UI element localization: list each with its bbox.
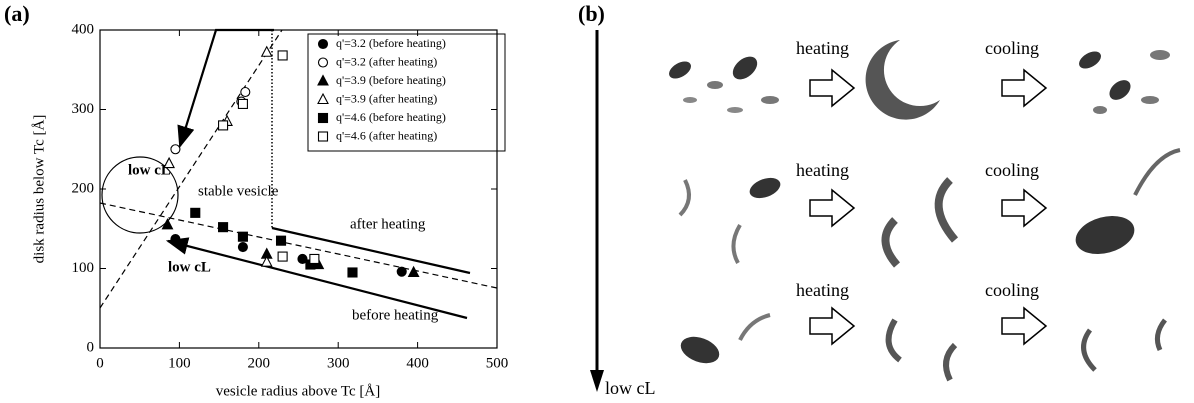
step-label: cooling (985, 38, 1039, 58)
y-axis-label: disk radius below Tc [Å] (31, 115, 47, 264)
legend-label: q'=3.2 (before heating) (336, 36, 446, 50)
point (396, 266, 407, 277)
x-tick-label: 200 (248, 355, 271, 371)
point (237, 98, 248, 109)
step-label: heating (796, 38, 849, 58)
y-tick-label: 300 (72, 101, 95, 117)
x-tick-label: 500 (486, 355, 509, 371)
legend-box (307, 33, 506, 152)
y-tick-label: 400 (72, 21, 95, 37)
point (309, 253, 320, 265)
panel-label: (b) (578, 1, 605, 26)
point (170, 234, 181, 245)
point (407, 265, 420, 278)
point (163, 156, 175, 169)
annotation: before heating (352, 307, 439, 323)
y-tick-label: 200 (72, 180, 95, 196)
point (237, 241, 248, 253)
legend-marker (317, 112, 329, 124)
legend-marker (317, 74, 329, 86)
point (161, 218, 174, 230)
legend-marker (317, 131, 329, 142)
panel-b-art (590, 30, 1181, 392)
legend-label: q'=4.6 (before heating) (336, 110, 446, 124)
legend-label: q'=4.6 (after heating) (336, 128, 437, 142)
point (277, 50, 288, 61)
step-label: cooling (985, 280, 1039, 300)
point (275, 235, 287, 246)
point (297, 253, 308, 265)
point (170, 144, 181, 155)
step-label: heating (796, 160, 849, 180)
legend-label: q'=3.9 (before heating) (336, 73, 446, 87)
x-axis-label: vesicle radius above Tc [Å] (216, 383, 380, 399)
point (277, 251, 288, 262)
legend-marker (317, 92, 329, 105)
axis-label: low cL (605, 378, 655, 398)
y-tick-label: 100 (72, 260, 95, 276)
x-tick-label: 400 (406, 355, 429, 371)
annotation: stable vesicle (198, 183, 279, 199)
x-tick-label: 300 (327, 355, 350, 371)
point (260, 45, 273, 57)
point (190, 207, 201, 218)
legend-label: q'=3.9 (after heating) (336, 91, 437, 105)
point (240, 86, 251, 98)
legend-marker (317, 38, 329, 50)
x-tick-label: 0 (96, 355, 104, 371)
point (260, 255, 273, 267)
x-tick-label: 100 (168, 355, 191, 371)
panel-label: (a) (4, 1, 30, 26)
point (218, 120, 229, 131)
step-label: cooling (985, 160, 1039, 180)
point (218, 222, 229, 233)
annotation: low cL (128, 162, 171, 178)
legend-marker (317, 57, 329, 68)
point (237, 231, 248, 242)
point (347, 267, 358, 278)
legend-label: q'=3.2 (after heating) (336, 54, 437, 68)
step-label: heating (796, 280, 849, 300)
annotation: low cL (168, 259, 211, 275)
annotation: after heating (350, 216, 426, 232)
y-tick-label: 0 (87, 339, 95, 355)
